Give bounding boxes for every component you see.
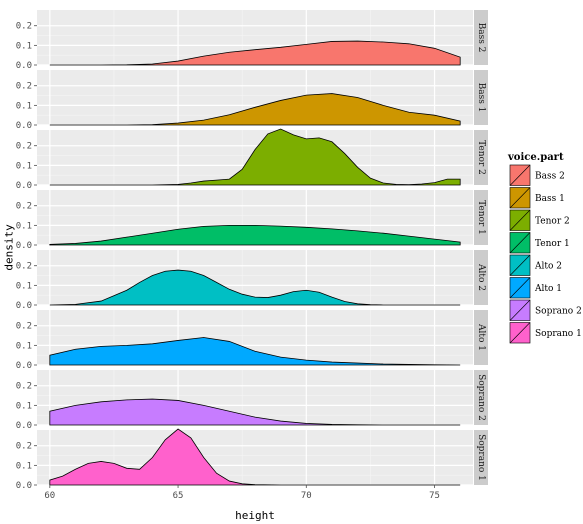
density-area (49, 224, 461, 246)
density-area (49, 40, 461, 66)
legend-key-slash (509, 254, 531, 276)
y-tick-label: 0.1 (16, 161, 32, 171)
legend-item: Soprano 2 (508, 298, 582, 322)
facet-strip (474, 70, 488, 125)
panel-background (37, 250, 473, 305)
y-tick-label: 0.2 (16, 382, 32, 392)
facet-strip-label: Bass 2 (476, 23, 486, 53)
y-tick-label: 0.2 (16, 202, 32, 212)
y-tick-label: 0.2 (16, 82, 32, 92)
legend-label: Alto 1 (534, 284, 562, 294)
y-tick-label: 0.1 (16, 281, 32, 291)
y-tick-label: 0.2 (16, 262, 32, 272)
legend-item: Alto 1 (508, 276, 562, 300)
y-tick-label: 0.2 (16, 442, 32, 452)
legend-key-slash (509, 187, 531, 209)
y-tick-label: 0.1 (16, 461, 32, 471)
density-area (49, 269, 461, 306)
facet-strip-label: Alto 1 (476, 323, 486, 351)
density-area (49, 398, 461, 426)
legend-label: Soprano 2 (535, 306, 582, 316)
density-area (49, 93, 461, 126)
y-tick-label: 0.0 (16, 181, 32, 191)
legend-label: Tenor 1 (535, 239, 570, 249)
facet-strip (474, 370, 488, 425)
facet-panel: 0.0 0.1 0.2 Bass 2 (16, 10, 488, 71)
facet-panel: 0.0 0.1 0.2 Tenor 2 (16, 128, 488, 191)
legend-item: Bass 1 (508, 186, 565, 210)
legend-key-slash (509, 322, 531, 344)
facet-panel: 0.0 0.1 0.2 Alto 2 (16, 250, 488, 311)
facet-strip (474, 10, 488, 65)
y-axis-title: density (3, 224, 16, 271)
legend-label: Tenor 2 (535, 216, 570, 226)
density-area (49, 128, 461, 186)
legend-item: Alto 2 (508, 253, 562, 277)
facet-strip-label: Tenor 2 (476, 140, 486, 175)
facet-panel: 0.0 0.1 0.2 Bass 1 (16, 70, 488, 131)
legend-title: voice.part (507, 152, 564, 163)
facet-strip-label: Tenor 1 (476, 200, 486, 235)
y-tick-label: 0.2 (16, 322, 32, 332)
y-tick-label: 0.1 (16, 101, 32, 111)
y-tick-label: 0.1 (16, 341, 32, 351)
facet-panel: 0.0 0.1 0.2 Tenor 1 (16, 190, 488, 251)
x-tick-label: 75 (429, 491, 440, 501)
legend-key-slash (509, 277, 531, 299)
y-tick-label: 0.2 (16, 22, 32, 32)
facet-strip (474, 250, 488, 305)
legend-key-slash (509, 299, 531, 321)
y-tick-label: 0.2 (16, 142, 32, 152)
facet-strip-label: Soprano 1 (476, 434, 486, 481)
x-tick-label: 60 (44, 491, 55, 501)
facet-strip (474, 190, 488, 245)
legend-label: Soprano 1 (535, 329, 582, 339)
facet-panel: 0.0 0.1 0.2 Soprano 2 (16, 370, 488, 431)
legend-key-slash (509, 164, 531, 186)
y-tick-label: 0.0 (16, 481, 32, 491)
y-tick-label: 0.0 (16, 61, 32, 71)
legend-item: Soprano 1 (508, 321, 582, 345)
legend-key-slash (509, 232, 531, 254)
y-tick-label: 0.0 (16, 241, 32, 251)
legend-key-slash (509, 209, 531, 231)
y-tick-label: 0.1 (16, 41, 32, 51)
facet-strip-label: Bass 1 (476, 83, 486, 113)
y-tick-label: 0.0 (16, 421, 32, 431)
facet-panel: 0.0 0.1 0.2 Alto 1 (16, 310, 488, 371)
facet-strip-label: Soprano 2 (476, 374, 486, 421)
density-area (49, 337, 461, 366)
y-tick-label: 0.1 (16, 401, 32, 411)
facet-panel: 0.0 0.1 0.2 Soprano 1 (16, 428, 488, 491)
legend-item: Bass 2 (508, 163, 565, 187)
facet-strip-label: Alto 2 (476, 263, 486, 291)
facet-strip (474, 310, 488, 365)
legend-item: Tenor 1 (508, 231, 570, 255)
y-tick-label: 0.0 (16, 121, 32, 131)
legend-label: Bass 1 (535, 194, 565, 204)
legend: voice.part Bass 2 Bass 1 Tenor 2 Tenor 1 Alto… (507, 152, 582, 345)
y-tick-label: 0.0 (16, 361, 32, 371)
legend-label: Bass 2 (535, 171, 565, 181)
x-axis-title: height (235, 509, 275, 522)
x-tick-label: 65 (173, 491, 184, 501)
legend-label: Alto 2 (534, 261, 562, 271)
y-tick-label: 0.1 (16, 221, 32, 231)
facet-strip (474, 130, 488, 185)
x-tick-label: 70 (301, 491, 312, 501)
legend-item: Tenor 2 (508, 208, 570, 232)
facet-strip (474, 430, 488, 485)
y-tick-label: 0.0 (16, 301, 32, 311)
density-area (49, 428, 461, 486)
